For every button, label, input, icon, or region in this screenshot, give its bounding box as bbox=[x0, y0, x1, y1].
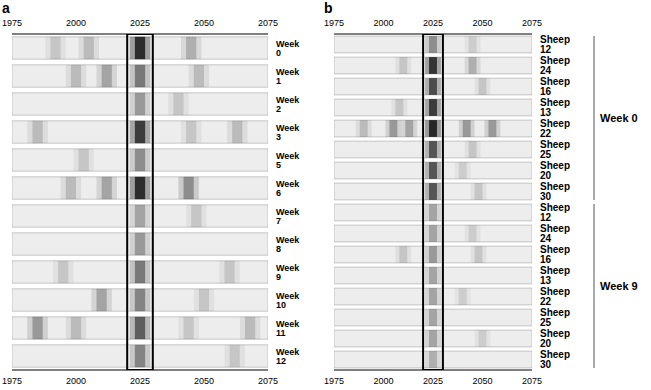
svg-text:2050: 2050 bbox=[472, 376, 492, 386]
svg-text:2075: 2075 bbox=[258, 376, 278, 386]
svg-text:Sheep25: Sheep25 bbox=[540, 307, 570, 328]
svg-text:2000: 2000 bbox=[373, 18, 393, 28]
html-text:a: a bbox=[2, 0, 10, 16]
svg-text:Sheep20: Sheep20 bbox=[540, 160, 570, 181]
svg-text:Sheep24: Sheep24 bbox=[540, 223, 570, 244]
svg-text:Week10: Week10 bbox=[276, 291, 300, 310]
svg-text:Sheep16: Sheep16 bbox=[540, 244, 570, 265]
svg-text:Week8: Week8 bbox=[276, 235, 300, 254]
svg-text:Week1: Week1 bbox=[276, 67, 300, 86]
svg-text:2050: 2050 bbox=[194, 376, 214, 386]
svg-text:Week3: Week3 bbox=[276, 123, 300, 142]
svg-text:1975: 1975 bbox=[324, 18, 344, 28]
svg-text:1975: 1975 bbox=[2, 18, 22, 28]
svg-text:Sheep12: Sheep12 bbox=[540, 34, 570, 55]
svg-text:Sheep13: Sheep13 bbox=[540, 97, 570, 118]
svg-text:2025: 2025 bbox=[423, 18, 443, 28]
svg-text:2025: 2025 bbox=[130, 376, 150, 386]
svg-text:Week9: Week9 bbox=[276, 263, 300, 282]
svg-text:2000: 2000 bbox=[66, 18, 86, 28]
svg-text:Sheep12: Sheep12 bbox=[540, 202, 570, 223]
svg-text:Week7: Week7 bbox=[276, 207, 300, 226]
svg-text:2050: 2050 bbox=[194, 18, 214, 28]
svg-text:2075: 2075 bbox=[522, 376, 542, 386]
svg-text:Sheep13: Sheep13 bbox=[540, 265, 570, 286]
svg-text:Week5: Week5 bbox=[276, 151, 300, 170]
svg-text:Week6: Week6 bbox=[276, 179, 300, 198]
svg-text:Sheep25: Sheep25 bbox=[540, 139, 570, 160]
svg-text:2000: 2000 bbox=[66, 376, 86, 386]
svg-text:1975: 1975 bbox=[2, 376, 22, 386]
svg-text:2025: 2025 bbox=[130, 18, 150, 28]
svg-text:Week 9: Week 9 bbox=[600, 280, 638, 292]
svg-text:Sheep22: Sheep22 bbox=[540, 286, 570, 307]
svg-text:Week2: Week2 bbox=[276, 95, 300, 114]
svg-text:Week0: Week0 bbox=[276, 39, 300, 58]
svg-text:2075: 2075 bbox=[522, 18, 542, 28]
svg-text:Sheep30: Sheep30 bbox=[540, 181, 570, 202]
svg-text:2075: 2075 bbox=[258, 18, 278, 28]
svg-text:Week11: Week11 bbox=[276, 319, 300, 338]
svg-text:Sheep22: Sheep22 bbox=[540, 118, 570, 139]
svg-text:2050: 2050 bbox=[472, 18, 492, 28]
svg-text:Sheep16: Sheep16 bbox=[540, 76, 570, 97]
svg-text:Week 0: Week 0 bbox=[600, 112, 638, 124]
svg-text:Sheep30: Sheep30 bbox=[540, 349, 570, 370]
svg-text:Week12: Week12 bbox=[276, 347, 300, 366]
svg-text:Sheep24: Sheep24 bbox=[540, 55, 570, 76]
svg-text:1975: 1975 bbox=[324, 376, 344, 386]
svg-text:2025: 2025 bbox=[423, 376, 443, 386]
svg-text:Sheep20: Sheep20 bbox=[540, 328, 570, 349]
svg-text:2000: 2000 bbox=[373, 376, 393, 386]
html-text:b: b bbox=[324, 0, 333, 16]
